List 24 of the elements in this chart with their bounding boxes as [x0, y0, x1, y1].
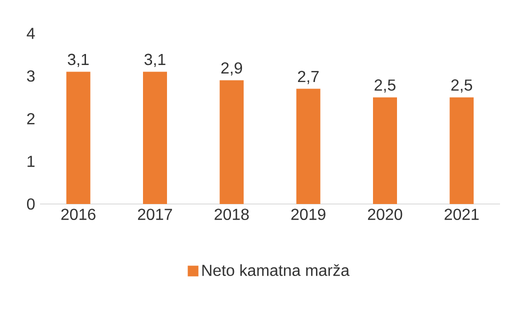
bar	[372, 97, 397, 204]
y-tick-label: 4	[26, 28, 35, 39]
x-tick-label: 2020	[368, 208, 402, 220]
text: 2,5	[451, 79, 472, 93]
text: 3,1	[144, 54, 166, 68]
text: 2,9	[221, 62, 242, 76]
text: 3,1	[68, 54, 89, 68]
y-tick-label: 3	[27, 70, 35, 82]
bar	[220, 80, 244, 204]
x-tick-label: 2017	[138, 208, 172, 220]
y-tick-label: 0	[27, 198, 35, 210]
text: 2,7	[298, 70, 319, 84]
text: 2,5	[374, 79, 396, 93]
y-tick-label: 2	[27, 113, 34, 124]
x-tick-label: 2018	[214, 208, 249, 220]
x-tick-label: 2019	[291, 208, 326, 220]
x-tick-label: 2016	[61, 208, 96, 220]
y-tick-label: 1	[28, 156, 35, 167]
bar	[450, 97, 474, 204]
bar	[143, 72, 167, 204]
bar	[66, 72, 90, 204]
bar	[296, 88, 320, 204]
x-tick-label: 2021	[444, 208, 479, 220]
legend-label: Neto kamatna marža	[202, 264, 350, 276]
